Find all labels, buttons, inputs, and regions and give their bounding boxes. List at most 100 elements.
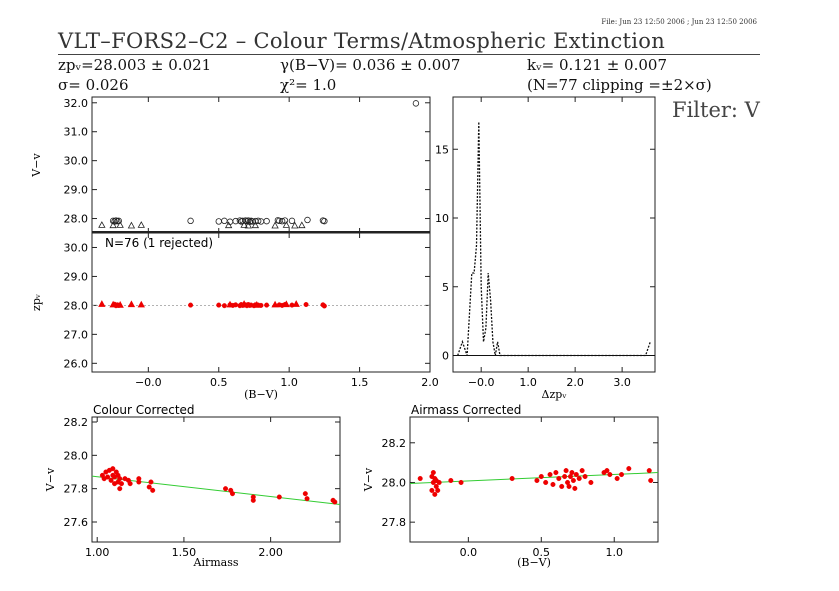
airmass-point: [436, 479, 442, 485]
file-stamp: File: Jun 23 12:50 2006 ; Jun 23 12:50 2…: [601, 18, 757, 26]
top-ylabel: V−v: [30, 153, 43, 178]
colour-point: [304, 496, 310, 502]
airmass-point: [648, 477, 654, 483]
airmass-ylabel: V−v: [362, 467, 375, 492]
colour-xlabel: Airmass: [193, 556, 239, 569]
top-point: [221, 217, 228, 225]
colour-fit-line: [91, 475, 341, 505]
airmass-point: [458, 479, 464, 485]
airmass-point: [607, 472, 613, 478]
top-triangle-point: [98, 221, 106, 228]
top-triangle-point: [116, 221, 124, 228]
colour-ytick-label: 27.6: [64, 516, 89, 529]
airmass-ytick-label: 27.8: [382, 516, 407, 529]
mid-triangle-point: [253, 300, 261, 308]
mid-xtick-label: 2.0: [421, 376, 439, 389]
colour-frame: [91, 416, 341, 543]
airmass-point: [430, 470, 436, 476]
top-triangle-point: [251, 221, 260, 229]
mid-point: [321, 303, 327, 309]
airmass-point: [538, 474, 544, 480]
airmass-point: [435, 487, 441, 493]
mid-point: [233, 302, 239, 308]
colour-ytick-label: 28.2: [64, 416, 89, 429]
hist-ytick-label: 15: [435, 143, 449, 156]
mid-ytick-label: 28.0: [64, 299, 89, 312]
hist-xtick-label: 2.0: [566, 376, 584, 389]
filter-label: Filter: V: [672, 98, 760, 122]
colour-xtick-label: 1.00: [85, 546, 110, 559]
colour-point: [302, 491, 308, 497]
airmass-point: [569, 470, 575, 476]
top-point: [412, 100, 420, 107]
airmass-point: [559, 483, 565, 489]
mid-ytick-label: 26.0: [64, 357, 89, 370]
colour-ylabel: V−v: [44, 467, 57, 492]
top-triangle-point: [271, 221, 279, 229]
top-ytick-label: 31.0: [64, 126, 89, 139]
top-ytick-label: 29.0: [64, 184, 89, 197]
airmass-point: [448, 477, 454, 483]
sigma-value: σ= 0.026: [58, 76, 129, 94]
hist-frame: [452, 96, 656, 373]
hist-xtick-label: 3.0: [613, 376, 631, 389]
top-triangle-point: [224, 221, 233, 229]
airmass-point: [614, 476, 620, 482]
airmass-point: [432, 491, 438, 497]
top-frame: [91, 96, 431, 234]
top-triangle-point: [137, 221, 145, 228]
mid-xtick-label: −0.0: [135, 376, 162, 389]
mid-xtick-label: 1.5: [351, 376, 369, 389]
airmass-xtick-label: 0.0: [460, 546, 478, 559]
clipping-info: (N=77 clipping =±2×σ): [527, 76, 712, 94]
mid-ytick-label: 30.0: [64, 241, 89, 254]
top-triangle-point: [282, 221, 291, 228]
airmass-point: [562, 474, 568, 480]
top-triangle-point: [127, 221, 136, 229]
mid-annotation: N=76 (1 rejected): [105, 236, 213, 250]
hist-ytick-label: 0: [442, 350, 449, 363]
airmass-frame: [409, 416, 659, 543]
airmass-point: [543, 479, 549, 485]
airmass-point: [588, 479, 594, 485]
top-point: [321, 217, 328, 225]
title-rule: [58, 54, 760, 55]
airmass-point: [576, 476, 582, 482]
colour-point: [127, 481, 133, 487]
hist-ytick-label: 5: [442, 281, 449, 294]
colour-title: Colour Corrected: [93, 403, 195, 417]
top-triangle-point: [240, 221, 248, 228]
airmass-point: [604, 468, 610, 474]
top-point: [281, 217, 289, 224]
airmass-point: [547, 472, 553, 478]
mid-triangle-point: [282, 300, 291, 308]
airmass-title: Airmass Corrected: [411, 403, 521, 417]
mid-frame: [91, 232, 431, 373]
colour-point: [250, 497, 256, 503]
mid-ylabel: zpᵥ: [30, 294, 43, 311]
hist-ytick-label: 10: [435, 212, 449, 225]
airmass-point: [582, 474, 588, 480]
colour-point: [146, 484, 152, 490]
zp-value: zpᵥ=28.003 ± 0.021: [58, 56, 212, 74]
hist-xlabel: Δzpᵥ: [542, 388, 567, 401]
mid-triangle-point: [116, 300, 124, 308]
colour-point: [117, 476, 123, 482]
airmass-point: [626, 466, 632, 472]
page-title: VLT–FORS2–C2 – Colour Terms/Atmospheric …: [58, 29, 666, 53]
top-ytick-label: 28.0: [64, 213, 89, 226]
airmass-point: [563, 468, 569, 474]
top-ytick-label: 30.0: [64, 155, 89, 168]
colour-point: [276, 494, 282, 500]
colour-ytick-label: 27.8: [64, 483, 89, 496]
hist-series-line: [457, 121, 651, 357]
colour-point: [105, 474, 111, 480]
k-value: kᵥ= 0.121 ± 0.007: [527, 56, 668, 74]
airmass-point: [572, 485, 578, 491]
mid-ytick-label: 29.0: [64, 270, 89, 283]
airmass-point: [417, 476, 423, 482]
airmass-xlabel: (B−V): [517, 556, 551, 569]
mid-triangle-point: [137, 300, 145, 308]
